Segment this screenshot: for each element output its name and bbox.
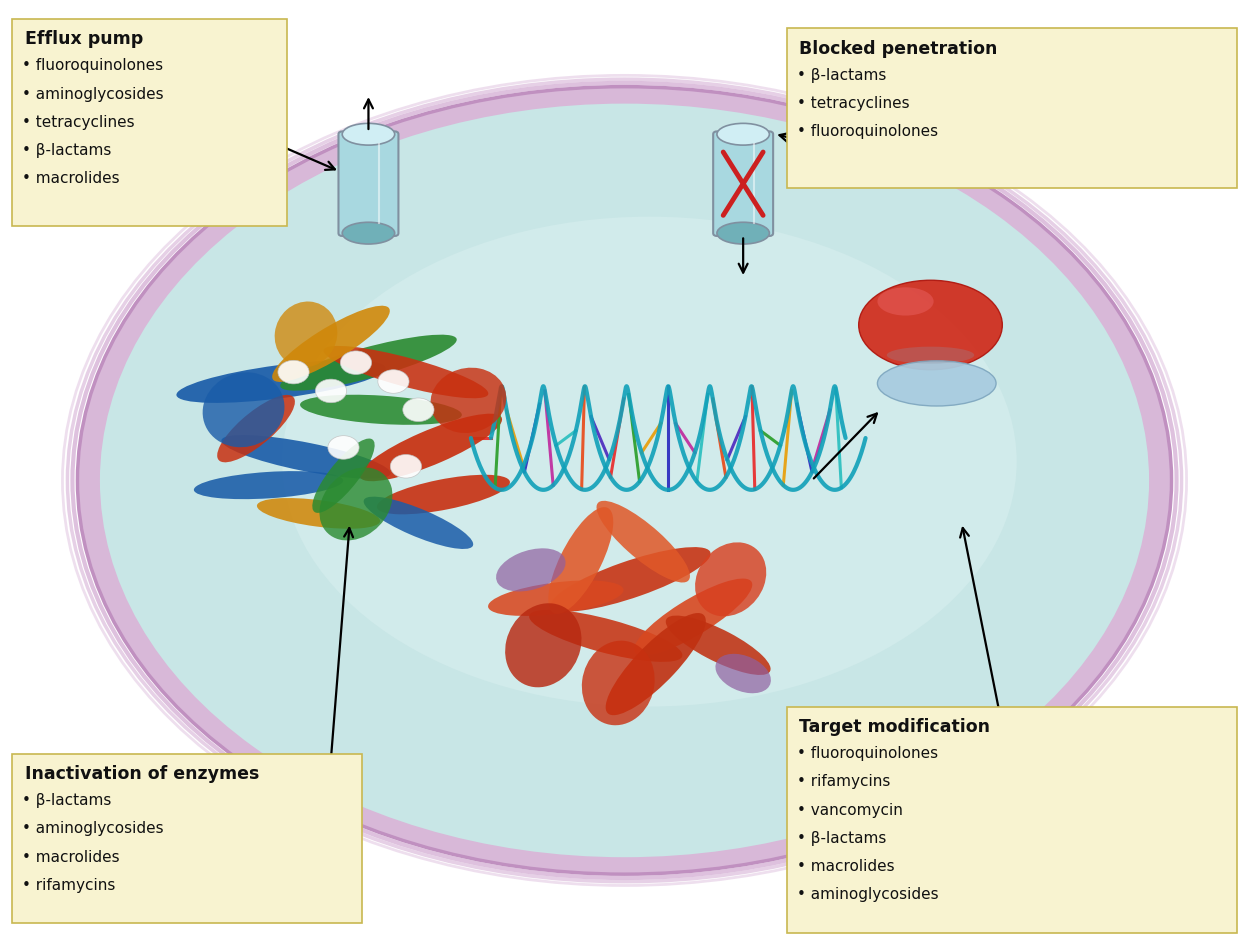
- FancyBboxPatch shape: [338, 131, 398, 236]
- Ellipse shape: [272, 306, 390, 382]
- Text: • aminoglycosides: • aminoglycosides: [797, 887, 938, 902]
- Ellipse shape: [548, 507, 613, 614]
- Text: • fluoroquinolones: • fluoroquinolones: [22, 58, 164, 73]
- Ellipse shape: [77, 87, 1172, 874]
- Ellipse shape: [194, 471, 343, 499]
- Ellipse shape: [340, 350, 372, 374]
- Text: • macrolides: • macrolides: [22, 850, 120, 865]
- Ellipse shape: [488, 580, 623, 616]
- Text: • fluoroquinolones: • fluoroquinolones: [797, 746, 938, 761]
- Text: Target modification: Target modification: [799, 718, 990, 736]
- FancyBboxPatch shape: [12, 19, 287, 226]
- Text: • vancomycin: • vancomycin: [797, 803, 903, 818]
- Ellipse shape: [377, 369, 408, 393]
- Ellipse shape: [717, 222, 769, 244]
- Ellipse shape: [275, 301, 337, 367]
- Text: Inactivation of enzymes: Inactivation of enzymes: [25, 765, 260, 783]
- Ellipse shape: [323, 346, 488, 398]
- Text: • fluoroquinolones: • fluoroquinolones: [797, 124, 938, 139]
- Ellipse shape: [176, 360, 386, 403]
- Text: • rifamycins: • rifamycins: [797, 774, 891, 789]
- Ellipse shape: [300, 395, 462, 425]
- Text: • β-lactams: • β-lactams: [22, 143, 112, 158]
- Ellipse shape: [496, 548, 566, 592]
- Text: Efflux pump: Efflux pump: [25, 30, 144, 48]
- FancyBboxPatch shape: [713, 131, 773, 236]
- Text: • tetracyclines: • tetracyclines: [797, 96, 909, 111]
- Ellipse shape: [530, 609, 682, 662]
- Ellipse shape: [390, 455, 421, 479]
- Ellipse shape: [217, 395, 295, 463]
- Ellipse shape: [887, 347, 974, 364]
- Text: • β-lactams: • β-lactams: [797, 831, 887, 846]
- Ellipse shape: [257, 498, 380, 528]
- Text: • aminoglycosides: • aminoglycosides: [22, 821, 164, 836]
- Ellipse shape: [277, 361, 309, 384]
- Ellipse shape: [716, 654, 771, 693]
- Ellipse shape: [327, 435, 360, 459]
- Ellipse shape: [377, 475, 510, 514]
- Text: • macrolides: • macrolides: [22, 171, 120, 187]
- Text: • tetracyclines: • tetracyclines: [22, 115, 135, 130]
- Text: • β-lactams: • β-lactams: [22, 793, 112, 808]
- Ellipse shape: [280, 334, 457, 391]
- Ellipse shape: [877, 287, 933, 316]
- Ellipse shape: [202, 372, 285, 447]
- Ellipse shape: [717, 123, 769, 145]
- Ellipse shape: [363, 496, 473, 549]
- Ellipse shape: [859, 281, 1002, 370]
- Text: • β-lactams: • β-lactams: [797, 68, 887, 83]
- Ellipse shape: [597, 501, 689, 582]
- Ellipse shape: [312, 439, 375, 512]
- Ellipse shape: [320, 467, 392, 541]
- Ellipse shape: [431, 367, 506, 433]
- Ellipse shape: [551, 547, 711, 611]
- FancyBboxPatch shape: [12, 754, 362, 923]
- Ellipse shape: [505, 603, 582, 688]
- Text: • macrolides: • macrolides: [797, 859, 894, 874]
- Ellipse shape: [100, 104, 1149, 857]
- Text: Blocked penetration: Blocked penetration: [799, 40, 998, 57]
- Ellipse shape: [666, 615, 771, 675]
- Ellipse shape: [634, 578, 752, 656]
- Ellipse shape: [342, 123, 395, 145]
- Ellipse shape: [582, 641, 654, 725]
- Ellipse shape: [694, 543, 767, 616]
- FancyBboxPatch shape: [787, 28, 1237, 188]
- Ellipse shape: [315, 379, 346, 402]
- Ellipse shape: [282, 217, 1017, 706]
- FancyBboxPatch shape: [787, 706, 1237, 933]
- Ellipse shape: [606, 613, 706, 715]
- Ellipse shape: [221, 435, 391, 479]
- Text: • rifamycins: • rifamycins: [22, 878, 116, 893]
- Ellipse shape: [402, 398, 435, 422]
- Ellipse shape: [342, 222, 395, 244]
- Ellipse shape: [360, 414, 502, 481]
- Text: • aminoglycosides: • aminoglycosides: [22, 87, 164, 102]
- Ellipse shape: [877, 361, 997, 406]
